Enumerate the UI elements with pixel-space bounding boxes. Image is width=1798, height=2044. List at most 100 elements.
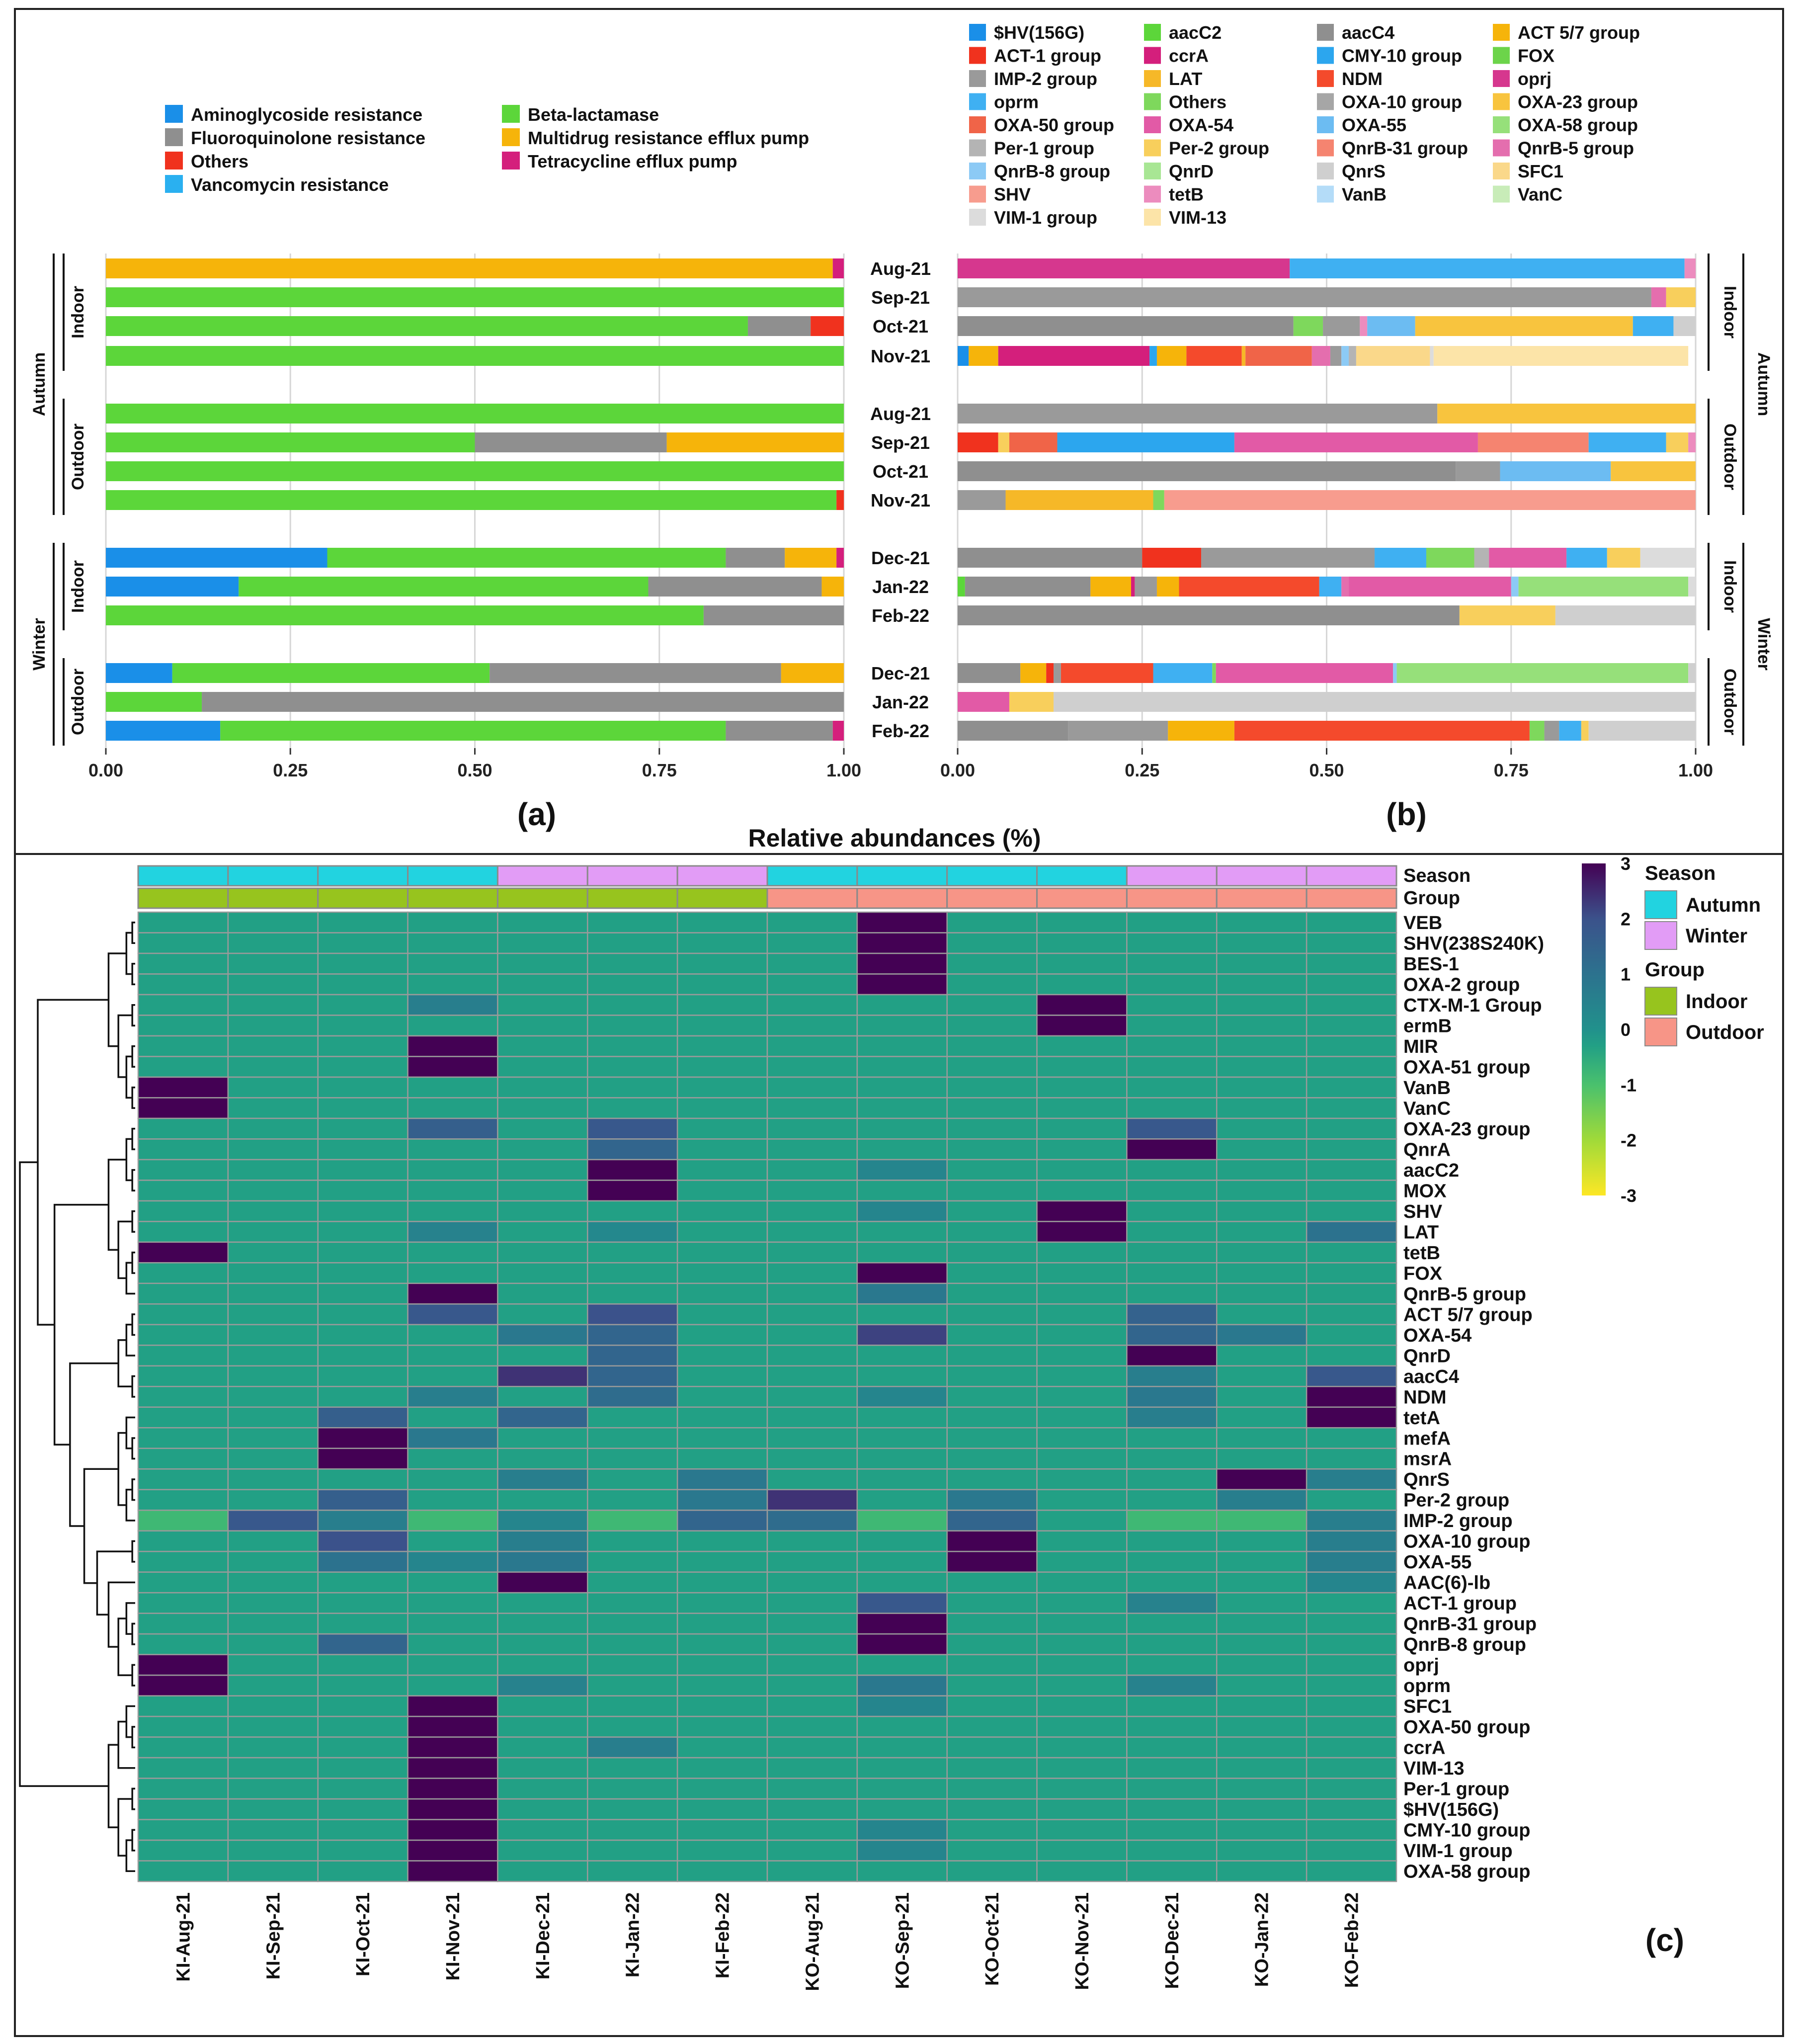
heatmap-cell: [227, 1571, 319, 1594]
heatmap-cell: [407, 1778, 498, 1800]
heatmap-cell: [1036, 1798, 1128, 1820]
annotation-legend-title-group: Group: [1645, 959, 1705, 981]
heatmap-cell: [856, 1303, 948, 1326]
heatmap-cell: [766, 1365, 858, 1387]
annotation-cell-outdoor: [1216, 887, 1308, 909]
bar-segment-beta-lactamase: [239, 577, 649, 596]
heatmap-cell: [407, 1035, 498, 1057]
legend-swatch-act-1-group: [969, 47, 986, 64]
heatmap-cell: [1306, 1406, 1397, 1429]
heatmap-cell: [946, 1406, 1038, 1429]
bar-segment-shv: [1164, 490, 1696, 510]
heatmap-cell: [766, 1613, 858, 1635]
heatmap-cell: [766, 1221, 858, 1243]
heatmap-cell: [1036, 1138, 1128, 1161]
annotation-cell-outdoor: [1306, 887, 1397, 909]
bar-segment-per-1-group: [1349, 346, 1356, 366]
row-label-nov-21: Nov-21: [871, 490, 930, 511]
heatmap-cell: [1216, 1117, 1308, 1140]
heatmap-cell: [227, 1159, 319, 1181]
legend-swatch-vim-1-group: [969, 209, 986, 226]
heatmap-column-label-ko-dec-21: KO-Dec-21: [1162, 1892, 1183, 1989]
heatmap-cell: [1306, 1180, 1397, 1202]
heatmap-cell: [1306, 1303, 1397, 1326]
heatmap-cell: [1036, 1550, 1128, 1573]
heatmap-cell: [227, 1241, 319, 1264]
bar-segment-vim-1-group: [1430, 346, 1434, 366]
heatmap-cell: [766, 1386, 858, 1408]
heatmap-cell: [137, 1633, 229, 1655]
legend-swatch-qnrd: [1144, 163, 1161, 179]
heatmap-cell: [1306, 1324, 1397, 1346]
heatmap-cell: [766, 1715, 858, 1738]
annotation-legend-swatch-autumn: [1644, 890, 1677, 919]
bar-segment-oxa-55: [1500, 461, 1611, 481]
heatmap-cell: [856, 1035, 948, 1057]
heatmap-cell: [1216, 1180, 1308, 1202]
bar-segment-per-2-group: [1666, 432, 1689, 452]
heatmap-cell: [497, 1778, 588, 1800]
heatmap-cell: [587, 1117, 678, 1140]
bar-segment-qnrs: [1588, 721, 1696, 741]
legend-label-aminoglycoside-resistance: Aminoglycoside resistance: [191, 104, 422, 125]
bar-segment-fluoroquinolone-resistance: [726, 548, 785, 568]
heatmap-cell: [227, 1613, 319, 1635]
heatmap-cell: [317, 932, 409, 954]
heatmap-cell: [1126, 1345, 1218, 1367]
heatmap-row-label-act-1-group: ACT-1 group: [1403, 1593, 1517, 1614]
legend-label-fox: FOX: [1518, 46, 1554, 66]
bar-segment-qnrb-5-group: [1341, 577, 1349, 596]
annotation-cell-winter: [1126, 865, 1218, 887]
heatmap-cell: [676, 1489, 768, 1511]
heatmap-cell: [1036, 1530, 1128, 1552]
heatmap-cell: [856, 1386, 948, 1408]
heatmap-cell: [946, 1097, 1038, 1119]
heatmap-cell: [227, 1282, 319, 1305]
heatmap-column-label-ko-aug-21: KO-Aug-21: [802, 1892, 823, 1991]
heatmap-cell: [766, 1200, 858, 1222]
legend-swatch-vanb: [1317, 185, 1334, 203]
heatmap-cell: [1216, 1262, 1308, 1284]
heatmap-cell: [1306, 1345, 1397, 1367]
bar-segment-others: [811, 316, 844, 336]
heatmap-cell: [1126, 1592, 1218, 1614]
bar-segment-act-1-group: [1142, 548, 1202, 568]
heatmap-cell: [676, 1221, 768, 1243]
heatmap-cell: [1036, 1200, 1128, 1222]
heatmap-cell: [856, 1427, 948, 1449]
heatmap-cell: [137, 1592, 229, 1614]
heatmap-cell: [317, 1097, 409, 1119]
heatmap-cell: [587, 1015, 678, 1037]
legend-swatch-act-5-7-group: [1493, 24, 1510, 41]
heatmap-cell: [856, 1633, 948, 1655]
heatmap-cell: [946, 1695, 1038, 1717]
heatmap-cell: [766, 1117, 858, 1140]
heatmap-cell: [766, 1571, 858, 1594]
bar-segment-act-5-7-group: [1156, 577, 1179, 596]
heatmap-cell: [676, 1262, 768, 1284]
legend-label-oxa-50-group: OXA-50 group: [994, 115, 1114, 135]
annotation-legend-label-outdoor: Outdoor: [1686, 1022, 1764, 1043]
heatmap-cell: [1036, 1839, 1128, 1862]
heatmap-cell: [856, 1550, 948, 1573]
legend-label-oprm: oprm: [994, 92, 1039, 112]
heatmap-cell: [227, 1097, 319, 1119]
heatmap-cell: [227, 1138, 319, 1161]
bar-segment-oxa-55: [1367, 316, 1415, 336]
bar-segment-qnrb-8-group: [1511, 577, 1519, 596]
heatmap-cell: [1216, 1076, 1308, 1099]
heatmap-cell: [676, 1695, 768, 1717]
heatmap-cell: [137, 1386, 229, 1408]
legend-label-shv: SHV: [994, 184, 1031, 205]
bar-segment-others: [1426, 548, 1474, 568]
heatmap-cell: [1216, 1159, 1308, 1181]
bar-segment-tetb: [1688, 432, 1696, 452]
heatmap-cell: [1216, 1448, 1308, 1470]
heatmap-cell: [1306, 1571, 1397, 1594]
heatmap-row-label-mox: MOX: [1403, 1181, 1447, 1201]
heatmap-cell: [1126, 1860, 1218, 1882]
bar-segment-tetracycline-efflux-pump: [832, 258, 844, 278]
heatmap-cell: [1036, 1015, 1128, 1037]
heatmap-cell: [587, 973, 678, 996]
heatmap-cell: [137, 1221, 229, 1243]
